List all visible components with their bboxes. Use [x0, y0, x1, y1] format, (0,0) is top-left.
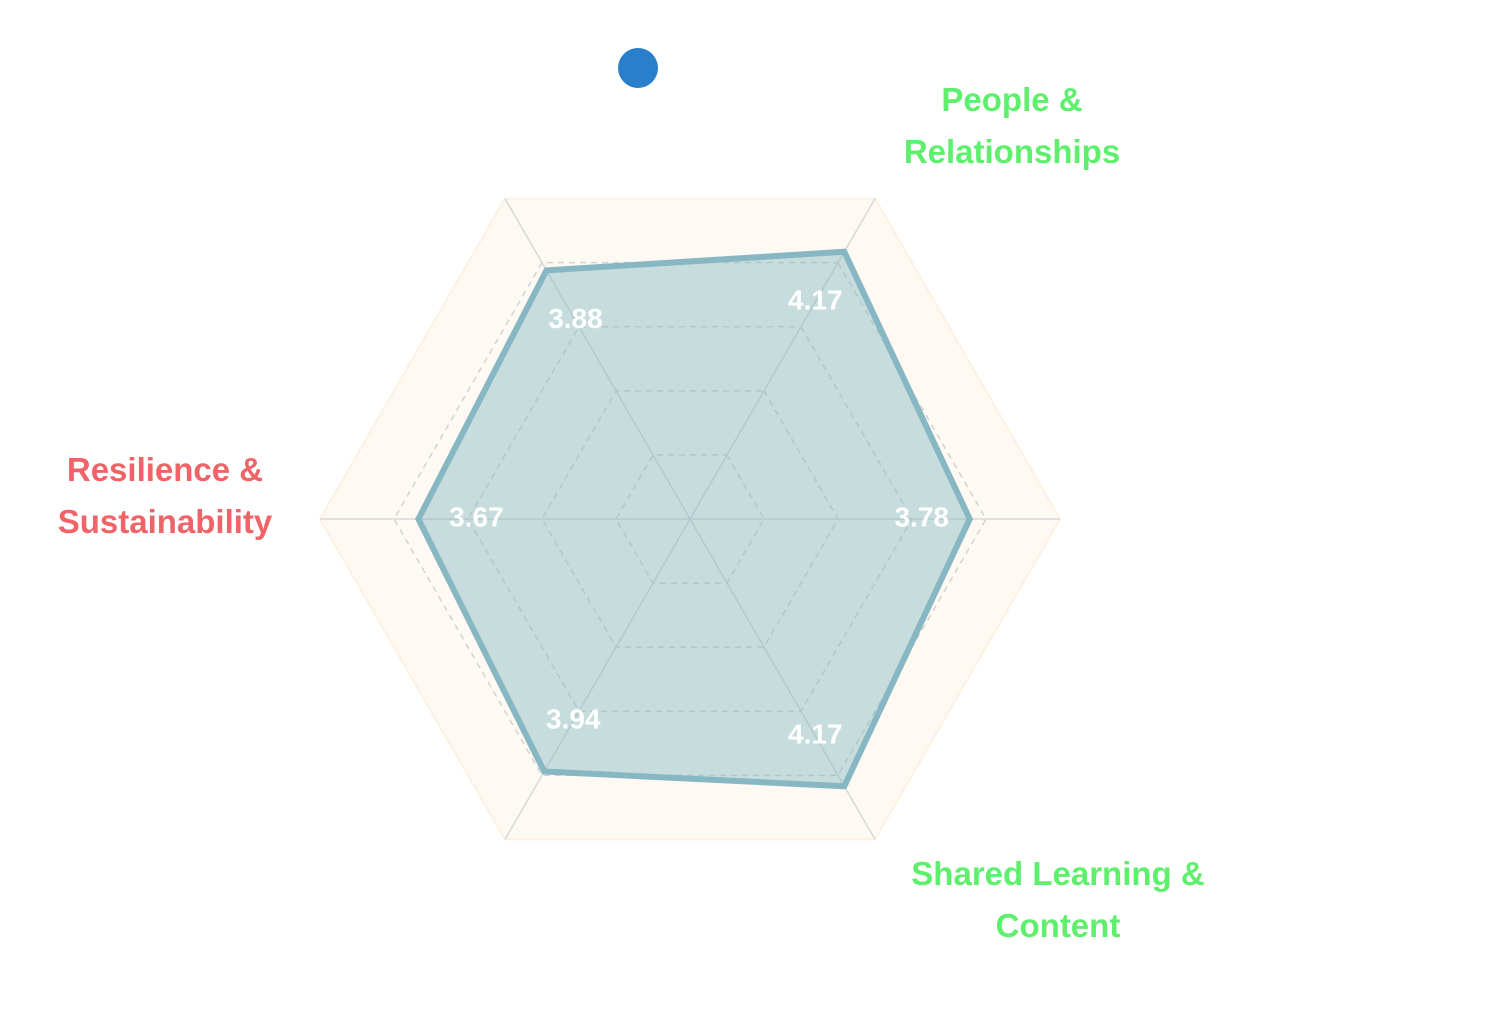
spoke [504, 198, 691, 520]
value-label: 4.17 [788, 718, 843, 749]
value-label: 3.88 [548, 303, 603, 334]
value-label: 3.94 [546, 704, 601, 735]
radar-area [415, 248, 974, 790]
category-label: People & Relationships [903, 81, 1121, 170]
legend-marker [618, 48, 658, 88]
value-label: 3.78 [894, 501, 949, 532]
category-label: Shared Learning & Content [911, 855, 1205, 944]
value-label: 3.67 [449, 501, 504, 532]
value-label: 4.17 [788, 284, 843, 315]
spoke [504, 518, 691, 840]
category-label: Resilience & Sustainability [57, 451, 273, 540]
